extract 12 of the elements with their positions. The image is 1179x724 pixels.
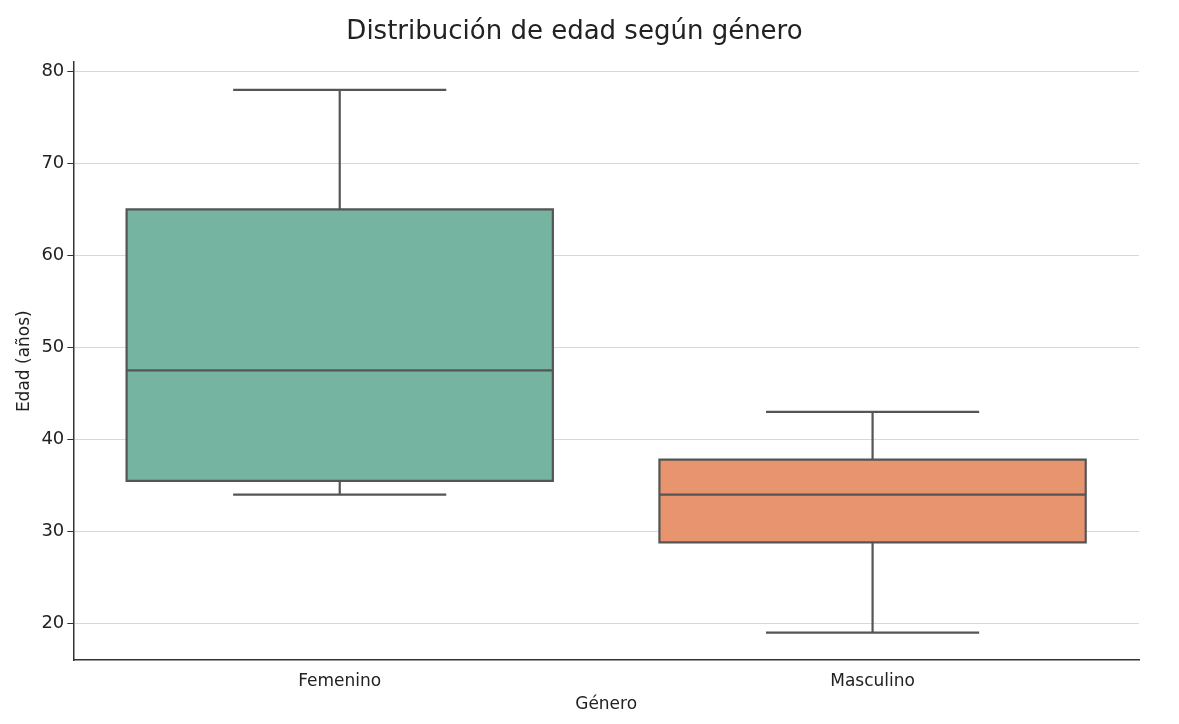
chart-title: Distribución de edad según género (346, 15, 803, 46)
y-tick-label: 60 (41, 243, 65, 265)
y-tick-label: 40 (41, 427, 65, 449)
y-tick-label: 80 (41, 59, 65, 81)
x-tick-label: Masculino (830, 669, 915, 690)
y-tick-label: 20 (41, 611, 65, 633)
y-tick-label: 30 (41, 519, 65, 541)
y-tick-label: 50 (41, 335, 65, 357)
x-axis-title: Género (575, 693, 638, 714)
y-tick-label: 70 (41, 151, 65, 173)
x-tick-label: Femenino (298, 669, 382, 690)
y-axis-title: Edad (años) (12, 310, 33, 413)
